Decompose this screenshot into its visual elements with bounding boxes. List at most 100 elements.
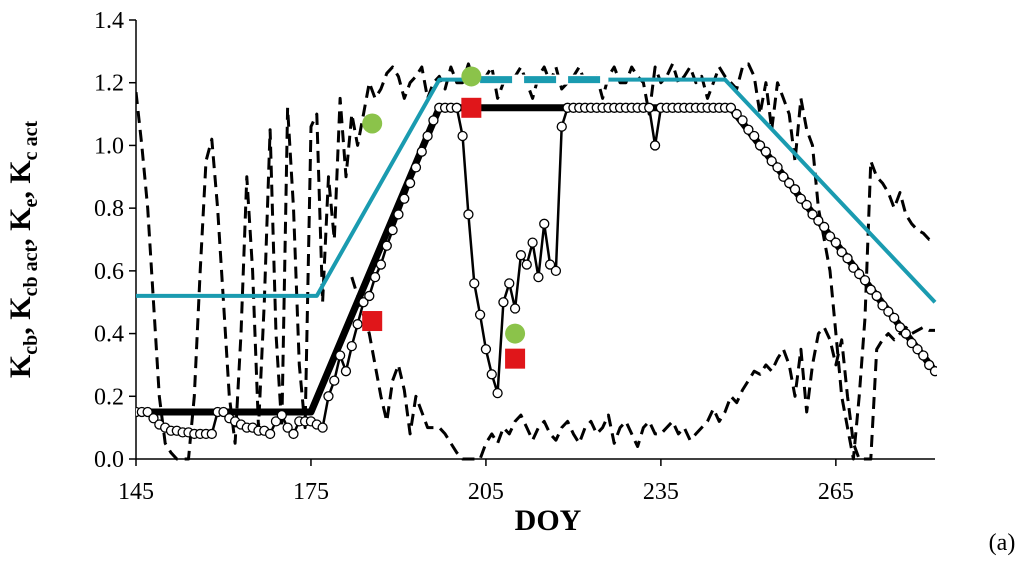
kcb-act-point [270, 416, 282, 427]
y-axis-title-subscript: e [20, 199, 42, 208]
kcb-act-point [323, 391, 334, 402]
axes: 0.0 0.2 0.4 0.6 0.8 1.0 1.2 1.4 145 175 205 235 265 [94, 8, 935, 505]
kcb-act-point [340, 366, 352, 377]
kcb-act-point [912, 344, 923, 355]
green-point [461, 66, 482, 87]
labels: DOY (a) Kcb​, Kcb act​, Ke​, Kc act​ [4, 121, 1015, 556]
kcb-act-point [288, 428, 299, 440]
kcb-act-point [883, 306, 894, 317]
y-tick-label: 0.2 [94, 384, 124, 410]
kcb-act-point [778, 171, 789, 182]
kcb-act-point [865, 284, 876, 295]
kcb-act-point [346, 340, 357, 352]
kcb-act-point [801, 199, 812, 211]
x-tick-label: 175 [293, 479, 329, 505]
kcb-act-point [404, 177, 416, 189]
kcb-act-point [906, 337, 917, 349]
kcb-act-point [457, 130, 468, 142]
y-tick-label: 0.6 [94, 259, 124, 285]
red-square-point [362, 311, 383, 332]
kcb-act-point [142, 406, 153, 418]
kcb-act-point [772, 162, 783, 173]
kcb-act-point [521, 259, 532, 270]
kcb-act-point [469, 278, 480, 289]
y-axis-title-base: K [4, 160, 37, 184]
y-axis-title-separator: , [4, 184, 37, 199]
kcb-act-point [364, 290, 375, 302]
kcb-act-point [877, 300, 888, 311]
kcb-act-point [819, 221, 830, 233]
y-tick-label: 1.0 [94, 133, 124, 159]
kcb-act-point [474, 309, 486, 320]
kcb-act-point [731, 108, 742, 120]
kcb-act-point [399, 193, 410, 204]
x-tick-label: 145 [118, 479, 154, 505]
kcb-act-point [393, 209, 404, 220]
kcb-act-point [504, 278, 515, 289]
kcb-act-point [749, 130, 760, 142]
kcb-act-point [498, 297, 509, 308]
kcb-act-point [743, 124, 754, 135]
kcb-act-point [509, 303, 521, 314]
kcb-act-point [422, 130, 433, 142]
y-axis-title-base: K [4, 207, 37, 231]
red-square-point [461, 97, 482, 118]
y-tick-label: 0.4 [94, 322, 124, 348]
kcb-act-point [206, 428, 217, 440]
kcb-act-point [369, 271, 381, 283]
kcb-act-point [760, 146, 772, 157]
kcb-act-point [795, 193, 807, 204]
y-tick-label: 1.2 [94, 71, 124, 97]
kcb-act-point [556, 121, 567, 132]
kcb-act-point [789, 184, 801, 195]
kcb-act-point [929, 366, 937, 377]
kcb-act-point [410, 162, 422, 173]
series-black-dashed-upper [136, 62, 935, 461]
kcb-act-point [492, 387, 503, 399]
kcb-act-point [824, 231, 836, 242]
kcb-act-point [737, 115, 748, 126]
kcb-act-point [264, 428, 276, 440]
kcb-act-point [527, 237, 538, 248]
kcb-act-point [830, 237, 842, 248]
x-tick-label: 205 [468, 479, 504, 505]
kcb-act-point [282, 422, 293, 433]
y-axis-title-subscript: cb act [20, 246, 42, 297]
y-tick-label: 0.0 [94, 447, 124, 473]
series-teal-line [136, 77, 937, 304]
kcb-act-point [813, 215, 824, 226]
kcb-act-point [416, 146, 427, 157]
kcb-act-point [900, 328, 911, 339]
series-layer [136, 62, 937, 461]
green-point [362, 113, 383, 134]
kcb-act-point [463, 209, 474, 220]
kcb-act-point [533, 271, 544, 283]
kcb-act-point [428, 115, 439, 126]
kcb-act-point [334, 350, 346, 361]
kcb-act-point [480, 344, 492, 355]
kcb-act-point [358, 297, 369, 308]
series-black-dashed-lower [350, 276, 935, 461]
kcb-act-point [544, 259, 556, 270]
kcb-act-point [276, 409, 287, 421]
kcb-act-point [918, 350, 929, 361]
kcb-act-point [766, 155, 777, 167]
kcb-act-point [889, 312, 900, 324]
kcb-act-point [148, 413, 159, 424]
kcb-act-point [807, 209, 818, 220]
y-axis-title: Kcb​, Kcb act​, Ke​, Kc act​ [4, 121, 42, 379]
kcb-act-point [854, 268, 865, 280]
y-axis-title-separator: , [4, 320, 37, 335]
kcb-act-point [842, 253, 853, 264]
kcb-act-point [644, 102, 655, 113]
green-point [505, 323, 526, 344]
kcb-act-point [725, 102, 737, 113]
kcb-act-point [784, 177, 795, 189]
y-tick-label: 0.8 [94, 196, 124, 222]
kcb-act-point [352, 319, 363, 330]
kcb-act-point [754, 140, 766, 151]
x-axis-title: DOY [515, 504, 582, 537]
y-axis-title-base: K [4, 296, 37, 320]
kcb-act-point [451, 102, 462, 113]
